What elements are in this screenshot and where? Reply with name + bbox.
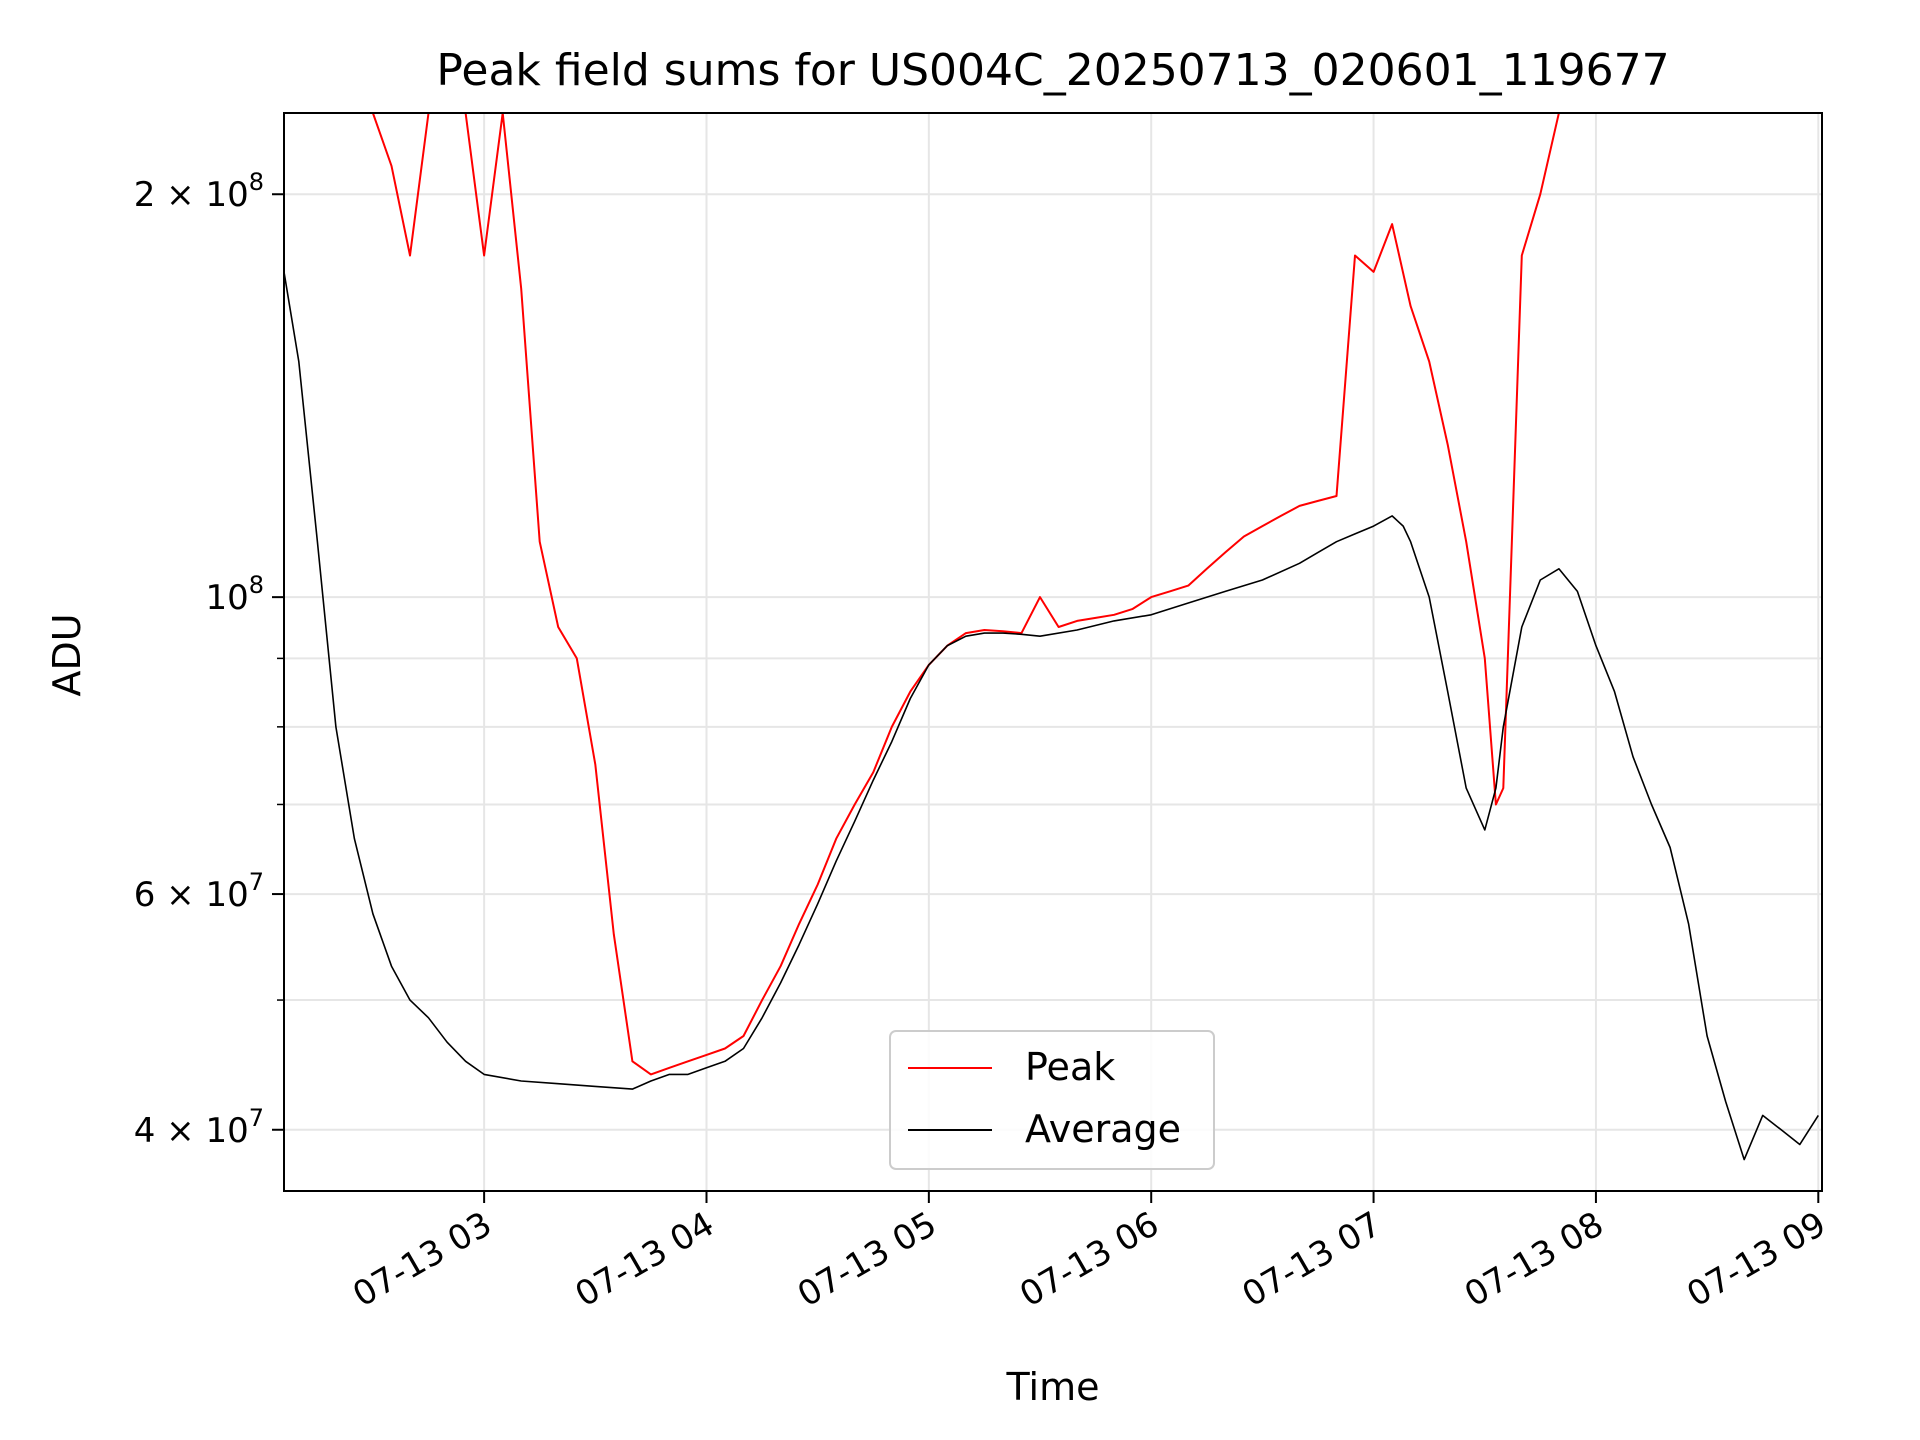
- y-tick-label: 108: [205, 571, 264, 618]
- y-tick-label: 6 × 107: [134, 868, 264, 915]
- legend-box: [889, 1030, 1215, 1170]
- series-line-average: [283, 271, 1819, 1161]
- y-axis: 4 × 107 6 × 107 108 2 × 108: [134, 168, 284, 1151]
- y-tick-label: 4 × 107: [134, 1104, 264, 1151]
- y-axis-label: ADU: [45, 613, 89, 696]
- chart-title: Peak field sums for US004C_20250713_0206…: [436, 45, 1669, 96]
- plot-frame: [283, 112, 1823, 1192]
- legend-label-peak: Peak: [1025, 1045, 1115, 1089]
- grid-lines: [284, 113, 1822, 1191]
- legend: Peak Average: [889, 1030, 1215, 1170]
- legend-label-average: Average: [1025, 1107, 1181, 1151]
- x-axis-label: Time: [1006, 1365, 1100, 1409]
- y-tick-label: 2 × 108: [134, 168, 264, 215]
